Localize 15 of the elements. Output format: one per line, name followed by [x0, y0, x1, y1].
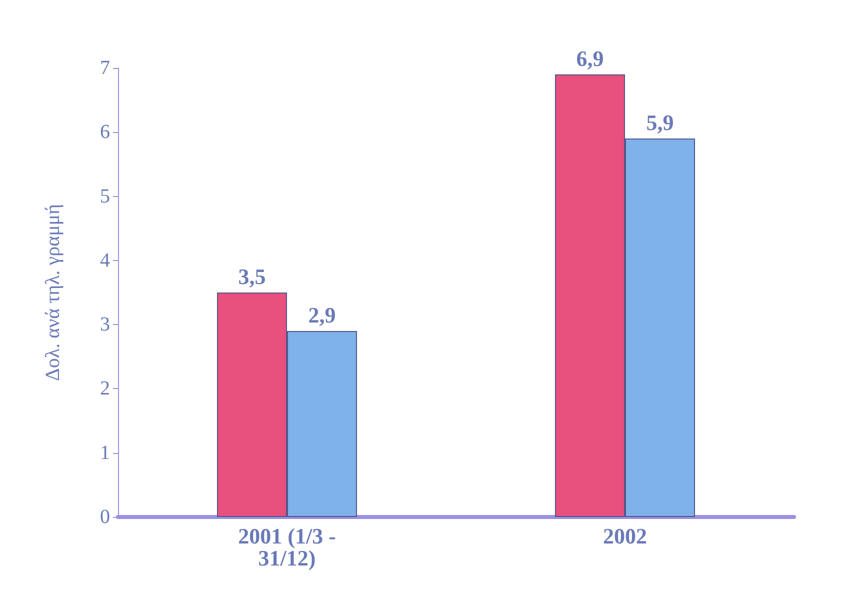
- y-axis-title: Δολ. ανά τηλ. γραμμή: [42, 204, 64, 381]
- data-label: 2,9: [308, 302, 336, 328]
- y-tick-label: 3: [100, 314, 110, 336]
- y-tick-label: 4: [100, 249, 110, 272]
- y-tick-label: 0: [100, 506, 110, 528]
- data-label: 5,9: [646, 110, 674, 136]
- data-label: 6,9: [576, 46, 604, 71]
- y-tick-label: 7: [100, 57, 110, 79]
- y-tick-label: 1: [100, 442, 110, 464]
- x-tick-label: 2001 (1/3 - 31/12): [238, 524, 336, 570]
- data-label: 3,5: [238, 264, 266, 289]
- y-tick-label: 2: [100, 378, 110, 400]
- y-tick-label: 6: [100, 121, 110, 144]
- x-tick-label: 2002: [603, 524, 647, 548]
- y-tick-label: 5: [100, 185, 110, 208]
